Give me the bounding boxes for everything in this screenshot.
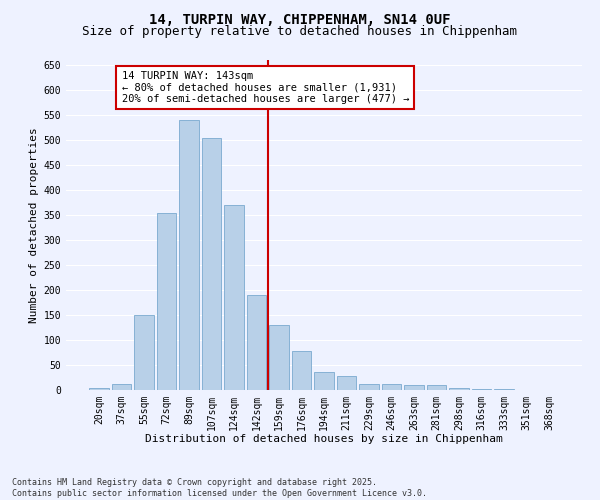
X-axis label: Distribution of detached houses by size in Chippenham: Distribution of detached houses by size … — [145, 434, 503, 444]
Text: Size of property relative to detached houses in Chippenham: Size of property relative to detached ho… — [83, 25, 517, 38]
Text: 14 TURPIN WAY: 143sqm
← 80% of detached houses are smaller (1,931)
20% of semi-d: 14 TURPIN WAY: 143sqm ← 80% of detached … — [122, 71, 409, 104]
Bar — [224, 205, 244, 390]
Y-axis label: Number of detached properties: Number of detached properties — [29, 127, 40, 323]
Bar — [494, 389, 514, 390]
Bar — [247, 295, 266, 390]
Bar — [382, 384, 401, 390]
Bar — [449, 388, 469, 390]
Bar — [359, 384, 379, 390]
Bar — [404, 385, 424, 390]
Bar — [292, 351, 311, 390]
Bar — [134, 315, 154, 390]
Bar — [157, 212, 176, 390]
Bar — [269, 325, 289, 390]
Text: 14, TURPIN WAY, CHIPPENHAM, SN14 0UF: 14, TURPIN WAY, CHIPPENHAM, SN14 0UF — [149, 12, 451, 26]
Bar — [472, 389, 491, 390]
Bar — [314, 372, 334, 390]
Bar — [427, 385, 446, 390]
Bar — [112, 384, 131, 390]
Text: Contains HM Land Registry data © Crown copyright and database right 2025.
Contai: Contains HM Land Registry data © Crown c… — [12, 478, 427, 498]
Bar — [337, 376, 356, 390]
Bar — [179, 120, 199, 390]
Bar — [202, 138, 221, 390]
Bar — [89, 388, 109, 390]
